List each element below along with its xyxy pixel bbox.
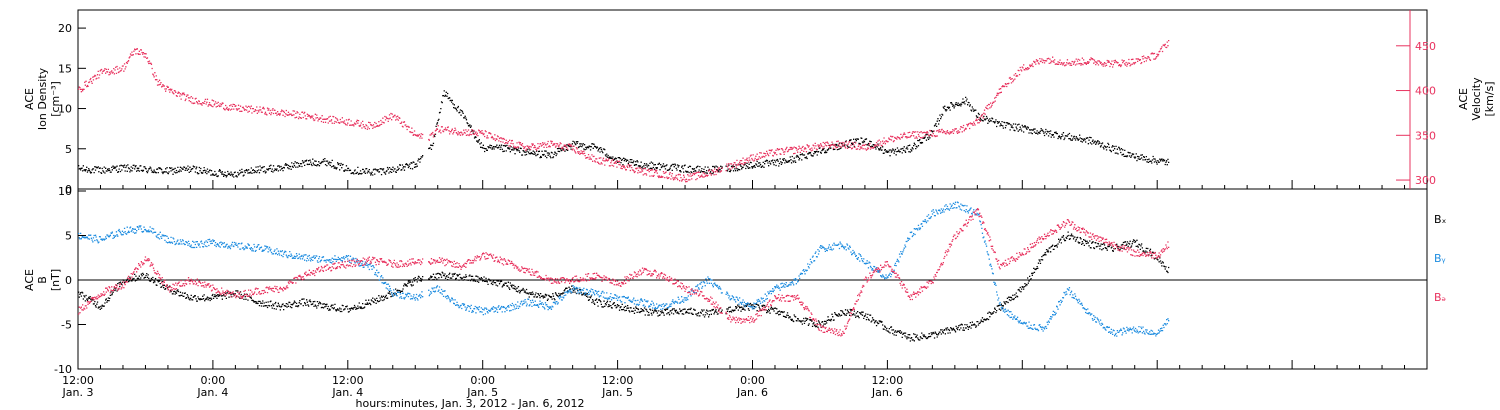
x-tick-label: 0:00 bbox=[201, 374, 226, 387]
x-tick-label: 12:00 bbox=[602, 374, 634, 387]
x-tick-sublabel: Jan. 6 bbox=[736, 386, 768, 399]
density-ytick-label: 15 bbox=[58, 62, 72, 75]
x-axis-title: hours:minutes, Jan. 3, 2012 - Jan. 6, 20… bbox=[356, 397, 585, 410]
b-ytick-label: 0 bbox=[65, 274, 72, 287]
x-tick-sublabel: Jan. 4 bbox=[196, 386, 228, 399]
b-ylabel-2: B bbox=[36, 276, 49, 284]
density-ylabel-2: Ion Density bbox=[36, 67, 49, 130]
x-tick-label: 0:00 bbox=[740, 374, 765, 387]
x-tick-label: 12:00 bbox=[872, 374, 904, 387]
x-tick-sublabel: Jan. 4 bbox=[331, 386, 363, 399]
x-tick-label: 12:00 bbox=[62, 374, 94, 387]
density-ytick-label: 20 bbox=[58, 22, 72, 35]
velocity-ytick-label: 400 bbox=[1415, 85, 1436, 98]
density-series bbox=[78, 90, 1170, 178]
density-ytick-label: 5 bbox=[65, 143, 72, 156]
b-ytick-label: 5 bbox=[65, 230, 72, 243]
magnetic-field-panel-frame bbox=[77, 188, 1428, 370]
legend-bz: Bₔ bbox=[1434, 291, 1446, 304]
velocity-ytick-label: 450 bbox=[1415, 40, 1436, 53]
bx-series bbox=[78, 231, 1170, 342]
velocity-ytick-label: 300 bbox=[1415, 174, 1436, 187]
x-tick-label: 12:00 bbox=[332, 374, 364, 387]
bz-series bbox=[78, 208, 1170, 337]
velocity-ylabel-3: [km/s] bbox=[1483, 81, 1496, 116]
density-ylabel-1: ACE bbox=[23, 88, 36, 110]
b-ylabel-1: ACE bbox=[23, 269, 36, 291]
x-tick-sublabel: Jan. 5 bbox=[466, 386, 498, 399]
velocity-ylabel-2: Velocity bbox=[1470, 77, 1483, 121]
legend-by: Bᵧ bbox=[1434, 252, 1446, 265]
legend-bx: Bₓ bbox=[1434, 213, 1447, 226]
velocity-ytick-label: 350 bbox=[1415, 129, 1436, 142]
density-ylabel-3: [cm⁻³] bbox=[49, 81, 62, 117]
velocity-series bbox=[78, 39, 1170, 183]
x-tick-sublabel: Jan. 3 bbox=[62, 386, 94, 399]
x-tick-label: 0:00 bbox=[470, 374, 495, 387]
density-ytick-label: 0 bbox=[65, 183, 72, 196]
by-series bbox=[78, 201, 1170, 337]
density-ytick-label: 10 bbox=[58, 103, 72, 116]
velocity-ylabel-1: ACE bbox=[1457, 88, 1470, 110]
b-ytick-label: -10 bbox=[54, 363, 72, 376]
x-tick-sublabel: Jan. 6 bbox=[871, 386, 903, 399]
b-ylabel-3: [nT] bbox=[49, 269, 62, 291]
b-ytick-label: -5 bbox=[61, 319, 72, 332]
x-tick-sublabel: Jan. 5 bbox=[601, 386, 633, 399]
density-velocity-panel-frame bbox=[77, 9, 1428, 190]
plot-marks bbox=[78, 39, 1170, 342]
b-ytick-label: 10 bbox=[58, 185, 72, 198]
